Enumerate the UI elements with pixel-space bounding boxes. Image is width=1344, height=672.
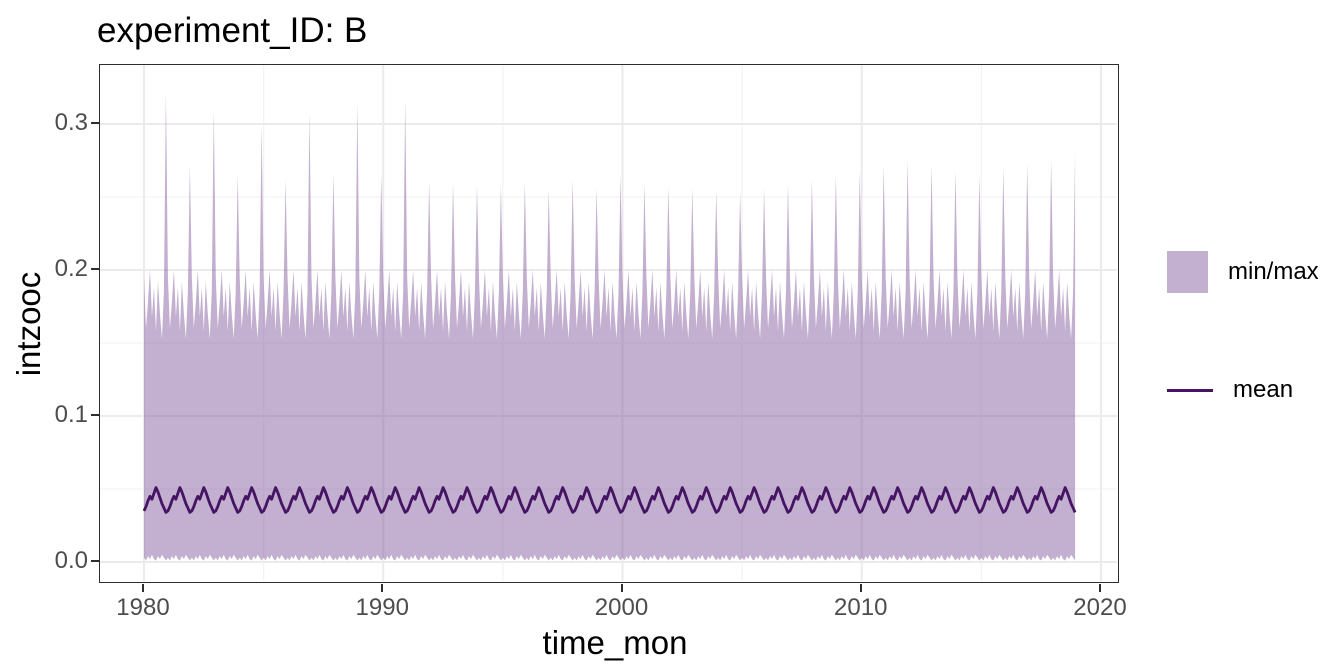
x-tick-label: 2010	[834, 594, 888, 621]
y-tick-mark	[91, 560, 99, 562]
y-tick-label: 0.2	[54, 255, 88, 282]
y-tick-label: 0.1	[54, 401, 88, 428]
x-tick-label: 2000	[594, 594, 649, 621]
y-tick-label: 0.0	[54, 547, 88, 574]
x-tick-label: 2020	[1073, 594, 1127, 621]
x-tick-label: 1980	[116, 594, 170, 621]
x-tick-label: 1990	[355, 594, 409, 621]
minmax-swatch-icon	[1167, 251, 1208, 293]
legend-label-mean: mean	[1233, 376, 1294, 403]
plot-panel	[99, 64, 1119, 583]
plot-canvas	[100, 65, 1117, 581]
x-tick-mark	[859, 584, 862, 592]
x-tick-mark	[620, 584, 623, 592]
minmax-ribbon-area	[144, 91, 1076, 561]
x-tick-mark	[142, 584, 144, 592]
mean-line-icon	[1167, 388, 1213, 392]
x-tick-mark	[381, 584, 384, 592]
y-tick-label: 0.3	[54, 109, 88, 136]
legend-item-mean: mean	[1167, 369, 1293, 411]
legend-item-minmax: min/max	[1167, 251, 1319, 293]
y-tick-mark	[91, 122, 99, 124]
x-axis-title: time_mon	[542, 624, 688, 661]
mean-key-box	[1167, 369, 1213, 411]
mean-line	[142, 486, 1077, 514]
y-axis-title: intzooc	[10, 271, 47, 377]
y-tick-mark	[91, 414, 99, 416]
legend-label-minmax: min/max	[1228, 258, 1319, 285]
x-tick-mark	[1099, 584, 1101, 592]
y-tick-mark	[91, 268, 99, 270]
chart-title: experiment_ID: B	[97, 11, 368, 50]
